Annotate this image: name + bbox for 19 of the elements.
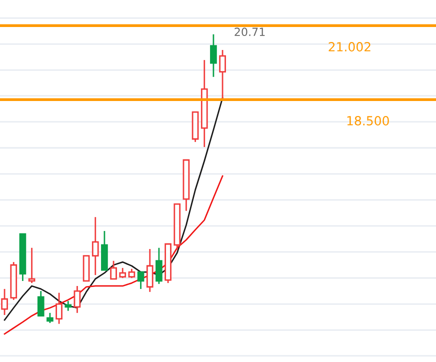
candlestick xyxy=(137,271,144,290)
candlestick xyxy=(110,260,117,280)
candlestick xyxy=(37,290,44,317)
candlestick xyxy=(92,216,99,276)
candlestick xyxy=(119,267,126,279)
candlestick xyxy=(210,34,217,78)
candlestick xyxy=(128,268,136,279)
ref-line-label: 18.500 xyxy=(347,116,389,126)
candlestick xyxy=(64,300,72,312)
ref-line-label: 21.002 xyxy=(328,42,370,52)
annotation: 20.71 xyxy=(234,28,265,36)
candlestick xyxy=(219,49,226,100)
candlestick xyxy=(46,312,54,324)
candlestick xyxy=(74,285,81,314)
candlestick xyxy=(28,247,36,284)
candlestick xyxy=(146,248,154,293)
candlestick xyxy=(1,288,8,316)
candlestick xyxy=(156,247,162,285)
candlestick xyxy=(56,292,62,325)
